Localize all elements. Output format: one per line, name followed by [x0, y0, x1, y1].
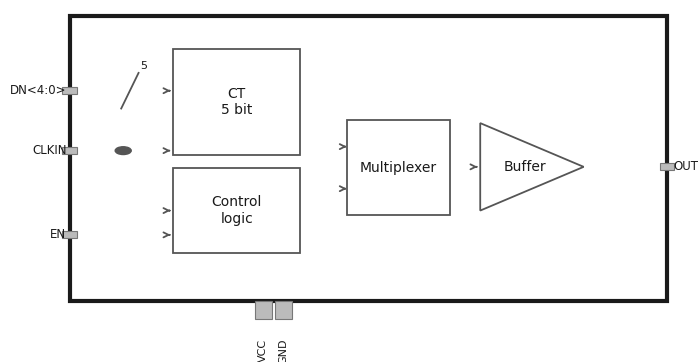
Text: CT
5 bit: CT 5 bit [221, 87, 252, 117]
Text: GND: GND [279, 338, 288, 362]
Bar [659, 163, 674, 171]
Bar [62, 87, 77, 94]
Text: CLKIN: CLKIN [32, 144, 66, 157]
Text: 5: 5 [140, 61, 147, 71]
Bar [62, 231, 77, 239]
Bar [346, 120, 450, 215]
Text: Control
logic: Control logic [211, 195, 262, 226]
Bar [174, 168, 300, 253]
Bar [255, 301, 272, 319]
Text: EN: EN [50, 228, 66, 241]
Bar [70, 16, 667, 301]
Text: OUT: OUT [674, 160, 699, 173]
Text: VCC: VCC [258, 338, 268, 362]
Circle shape [116, 147, 131, 155]
Text: DN<4:0>: DN<4:0> [10, 84, 66, 97]
Polygon shape [480, 123, 584, 211]
Text: Multiplexer: Multiplexer [360, 161, 437, 174]
Bar [62, 147, 77, 154]
Bar [275, 301, 292, 319]
Bar [174, 49, 300, 156]
Text: Buffer: Buffer [503, 160, 546, 174]
